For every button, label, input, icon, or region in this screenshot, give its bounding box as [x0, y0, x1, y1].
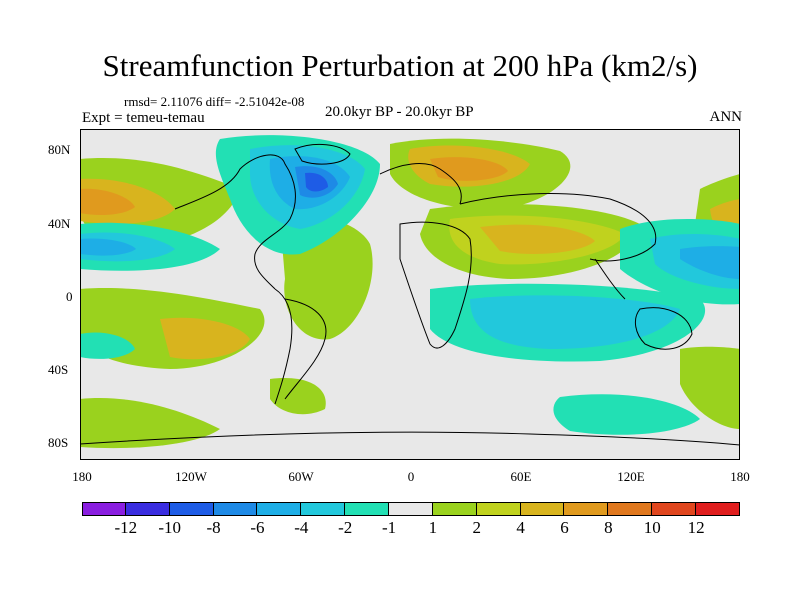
neg-core-npacific-south: [80, 238, 136, 256]
coast-australia: [634, 307, 693, 350]
coast-europe: [379, 163, 462, 205]
colorbar-segment: [476, 502, 521, 516]
lon-tick-label: 120E: [617, 469, 645, 484]
colorbar-segment: [301, 502, 346, 516]
colorbar-segment: [696, 502, 740, 516]
pos-max-scandinavia: [430, 157, 508, 181]
map-frame: [80, 129, 740, 460]
neg-peak-greenland: [305, 172, 328, 192]
colorbar-segment: [652, 502, 697, 516]
colorbar-tick-label: 10: [643, 518, 661, 537]
stats-text: rmsd= 2.11076 diff= -2.51042e-08: [124, 94, 305, 109]
pos-core-asia: [480, 224, 595, 254]
colorbar-segment: [125, 502, 170, 516]
lat-tick-label: 80S: [48, 435, 69, 450]
neg-region-southern-ocean: [553, 394, 700, 435]
colorbar-segment: [608, 502, 653, 516]
pos-region-spolar: [80, 398, 220, 449]
colorbar-segment: [345, 502, 390, 516]
streamfunction-map: [79, 129, 741, 460]
colorbar-tick-label: -1: [381, 518, 397, 537]
colorbar: [82, 502, 740, 516]
colorbar-segment: [169, 502, 214, 516]
lat-tick-label: 80N: [48, 142, 71, 157]
season-label: ANN: [709, 109, 743, 125]
coast-antarctica: [79, 431, 741, 446]
coast-north-america: [174, 154, 296, 290]
pos-max-npacific: [80, 188, 135, 215]
colorbar-tick-label: 2: [472, 518, 482, 537]
colorbar-segment: [564, 502, 609, 516]
colorbar-tick-label: 1: [428, 518, 438, 537]
coastlines: [79, 143, 741, 446]
neg-core-indian: [470, 295, 680, 349]
pos-region-se: [680, 346, 740, 429]
colorbar-segment: [432, 502, 477, 516]
colorbar-tick-label: -10: [158, 518, 182, 537]
period-label: 20.0kyr BP - 20.0kyr BP: [325, 104, 474, 120]
coast-indochina: [594, 258, 626, 300]
coast-asia: [459, 193, 657, 262]
neg-region-south-pacific-edge: [80, 332, 135, 359]
lat-tick-label: 40N: [48, 216, 71, 231]
lon-tick-label: 180: [730, 469, 750, 484]
colorbar-tick-label: -8: [206, 518, 221, 537]
colorbar-segment: [82, 502, 126, 516]
lon-tick-label: 60W: [288, 469, 314, 484]
pos-core-spacific: [160, 317, 250, 360]
colorbar-tick-label: -12: [114, 518, 138, 537]
lon-tick-label: 60E: [510, 469, 532, 484]
colorbar-segment: [213, 502, 258, 516]
lon-tick-label: 180: [72, 469, 92, 484]
colorbar-tick-label: -2: [338, 518, 353, 537]
colorbar-tick-label: 6: [560, 518, 569, 537]
colorbar-segment: [389, 502, 433, 516]
colorbar-segment: [257, 502, 302, 516]
colorbar-segment: [520, 502, 565, 516]
colorbar-tick-label: 4: [516, 518, 525, 537]
colorbar-tick-label: 12: [687, 518, 705, 537]
map-title: Streamfunction Perturbation at 200 hPa (…: [102, 48, 698, 83]
lat-tick-label: 40S: [48, 362, 69, 377]
pos-region-drake: [270, 378, 326, 415]
coast-greenland: [294, 143, 351, 165]
colorbar-tick-label: -4: [294, 518, 309, 537]
coast-africa: [399, 221, 472, 349]
map-panel: [79, 129, 741, 460]
lat-tick-label: 0: [66, 289, 73, 304]
neg-max-wpacific: [680, 246, 740, 279]
coast-south-america-west: [274, 288, 293, 405]
colorbar-tick-label: -6: [250, 518, 265, 537]
coast-south-america-east: [284, 298, 327, 400]
experiment-label: Expt = temeu-temau: [82, 110, 205, 126]
lon-tick-label: 120W: [175, 469, 207, 484]
colorbar-tick-label: 8: [604, 518, 613, 537]
lon-tick-label: 0: [407, 469, 415, 484]
